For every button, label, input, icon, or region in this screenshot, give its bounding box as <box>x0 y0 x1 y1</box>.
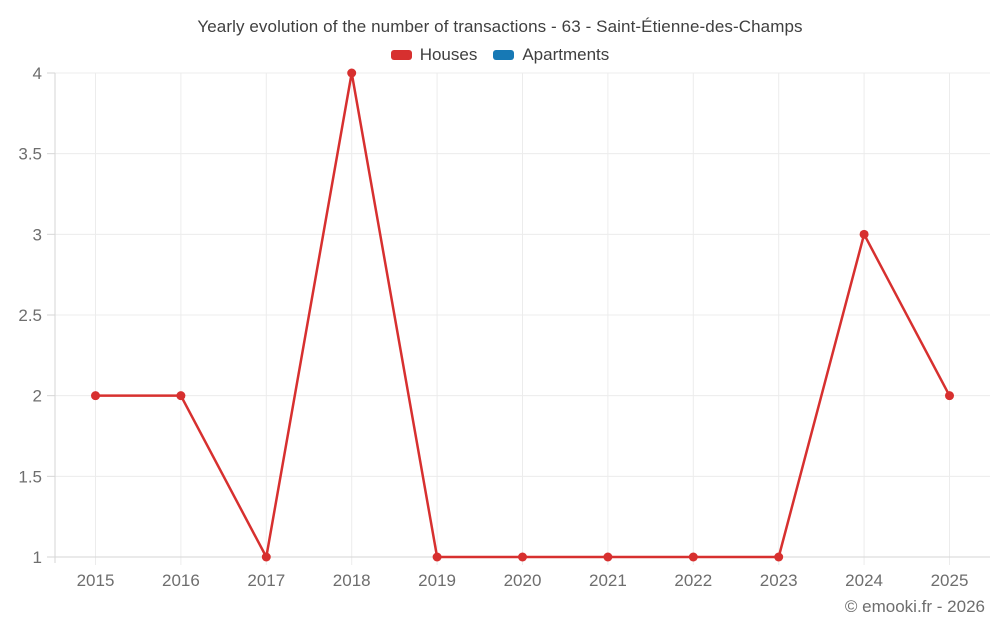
legend-item-apartments[interactable]: Apartments <box>493 45 609 65</box>
y-tick-label: 2 <box>33 387 42 406</box>
x-tick-label: 2025 <box>931 571 969 590</box>
houses-data-point-2025[interactable] <box>945 391 954 401</box>
y-tick-label: 1 <box>33 548 42 567</box>
x-tick-label: 2015 <box>77 571 115 590</box>
legend-label-houses: Houses <box>419 45 478 64</box>
houses-data-point-2017[interactable] <box>261 552 271 562</box>
copyright-notice: © emooki.fr - 2026 <box>844 597 985 616</box>
houses-data-point-2016[interactable] <box>176 391 186 401</box>
legend-item-houses[interactable]: Houses <box>390 45 478 65</box>
y-tick-label: 2.5 <box>18 306 42 325</box>
houses-data-point-2015[interactable] <box>91 391 100 401</box>
houses-data-point-2023[interactable] <box>774 552 784 562</box>
houses-legend-swatch-icon <box>390 50 412 60</box>
houses-data-point-2022[interactable] <box>688 552 698 562</box>
y-tick-label: 3 <box>33 225 42 244</box>
x-tick-label: 2022 <box>674 571 712 590</box>
x-tick-label: 2019 <box>418 571 456 590</box>
houses-data-point-2018[interactable] <box>347 68 357 78</box>
chart-legend: Houses Apartments <box>0 45 1000 65</box>
legend-label-apartments: Apartments <box>522 45 610 64</box>
x-tick-label: 2024 <box>845 571 883 590</box>
x-tick-label: 2023 <box>760 571 798 590</box>
y-tick-label: 1.5 <box>18 467 42 486</box>
x-tick-label: 2017 <box>247 571 285 590</box>
chart-title: Yearly evolution of the number of transa… <box>197 17 803 36</box>
houses-data-point-2024[interactable] <box>859 229 869 239</box>
houses-data-point-2020[interactable] <box>518 552 527 562</box>
x-tick-label: 2021 <box>589 571 627 590</box>
houses-data-point-2021[interactable] <box>603 552 613 562</box>
y-tick-label: 4 <box>33 64 42 83</box>
x-tick-label: 2016 <box>162 571 200 590</box>
houses-data-point-2019[interactable] <box>432 552 442 562</box>
x-tick-label: 2018 <box>333 571 371 590</box>
x-tick-label: 2020 <box>504 571 542 590</box>
y-tick-label: 3.5 <box>18 145 42 164</box>
apartments-legend-swatch-icon <box>493 50 515 60</box>
